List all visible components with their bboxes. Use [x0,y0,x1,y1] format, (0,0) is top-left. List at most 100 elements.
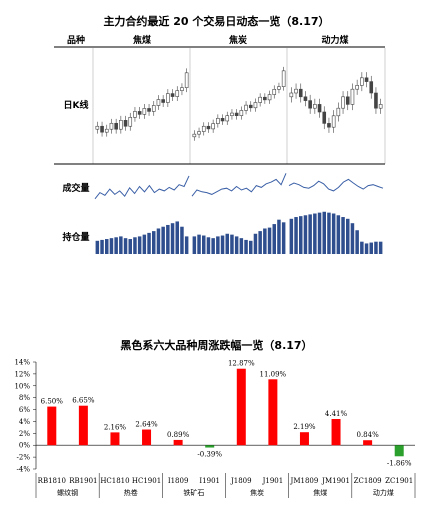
category-label: JM1809 [290,477,319,485]
open-interest-bar [105,239,109,254]
candle-body [104,128,109,133]
open-interest-bar [303,215,308,254]
category-label: I1901 [199,477,220,485]
candle-body [114,122,118,130]
open-interest-bar [313,213,317,254]
candle-body [192,133,197,138]
candle-body [303,96,308,101]
y-tick-label: 14% [14,359,30,367]
candle-body [197,131,201,135]
candle-body [133,111,137,118]
open-interest-bar [180,226,184,254]
candle-body [244,104,248,111]
volume-lines [94,173,384,200]
candle-body [327,123,331,128]
y-tick-label: 6% [19,406,30,414]
candle-body [263,96,267,101]
candle-body [258,96,262,103]
bar-value-label: -1.86% [387,459,412,467]
header-variety: 品种 [67,34,85,46]
category-label: J1809 [230,477,252,485]
panel-dividers [54,48,386,165]
kline-marks [95,66,383,141]
y-tick-label: 4% [19,418,30,426]
candle-body [374,92,378,109]
open-interest-bar [95,240,100,254]
open-interest-bar [341,217,345,254]
change-bar [268,379,278,446]
category-label: ZC1901 [385,477,413,485]
candle-body [147,108,151,112]
group-label: 焦煤 [313,488,327,497]
candle-body [267,94,272,101]
open-interest-bar [336,215,341,254]
candle-body [234,112,239,116]
bar-value-label: -0.39% [197,451,222,459]
change-bar [47,406,57,446]
header-coke: 焦炭 [228,34,247,46]
open-interest-bar [294,217,298,254]
open-interest-bar [289,218,294,254]
open-interest-bar [197,234,201,254]
group-label: 铁矿石 [183,488,204,497]
candle-body [100,125,104,133]
bar-value-label: 12.87% [228,360,255,368]
candle-body [206,125,211,130]
bar-value-label: 6.65% [72,397,95,405]
panel2-title: 黑色系六大品种周涨跌幅一览（8.17） [120,339,313,352]
category-label: J1901 [262,477,284,485]
open-interest-bars [95,211,383,254]
open-interest-bar [128,239,132,254]
open-interest-bar [244,239,248,254]
candle-body [137,111,142,115]
header-coking-coal: 焦煤 [132,34,151,46]
open-interest-bar [364,243,369,254]
open-interest-bar [220,235,225,254]
change-bar [331,419,341,446]
open-interest-bar [360,241,364,254]
bar-value-label: 2.19% [293,423,316,431]
candle-body [331,115,336,128]
candle-body [156,99,161,106]
change-bar [142,429,152,446]
volume-line [94,175,190,200]
weekly-change-chart: -4% -2% 0% 2% 4% 6% 8% 10% 12% 14% 6.50% 6.65% 2.16… [14,359,416,498]
candle-body [281,70,286,87]
open-interest-bar [156,228,161,254]
candle-body [350,88,355,105]
open-interest-bar [216,236,220,254]
candle-body [142,108,147,115]
change-bar [394,445,404,457]
candle-body [277,86,281,90]
open-interest-bar [253,233,258,254]
open-interest-bar [249,240,253,254]
candle-body [248,104,253,109]
y-tick-label: -2% [17,454,31,462]
open-interest-bar [258,231,262,254]
candle-body [317,104,322,113]
row-label-kline: 日K线 [64,99,89,111]
panel1-title: 主力合约最近 20 个交易日动态一览（8.17） [103,15,330,28]
dynamics-panel: 主力合约最近 20 个交易日动态一览（8.17） 品种 焦煤 焦炭 动力煤 日K… [54,15,386,254]
change-bar [236,368,246,446]
open-interest-bar [206,237,211,254]
category-label: I1809 [168,477,189,485]
open-interest-bar [211,238,215,254]
category-label: RB1810 [38,477,66,485]
bar-value-label: 4.41% [325,410,348,418]
category-label: JM1901 [321,477,350,485]
candle-body [289,92,294,98]
open-interest-bar [327,212,331,254]
candle-body [225,115,230,122]
y-tick-label: 0% [19,442,30,450]
y-tick-label: 2% [19,430,30,438]
header-thermal-coal: 动力煤 [321,34,348,46]
candle-body [239,110,244,116]
candle-body [230,112,234,116]
open-interest-bar [152,231,156,254]
candle-body [166,93,170,103]
open-interest-bar [322,211,326,254]
bar-value-label: 11.09% [260,370,287,378]
candle-body [151,105,156,112]
open-interest-bar [202,235,206,254]
